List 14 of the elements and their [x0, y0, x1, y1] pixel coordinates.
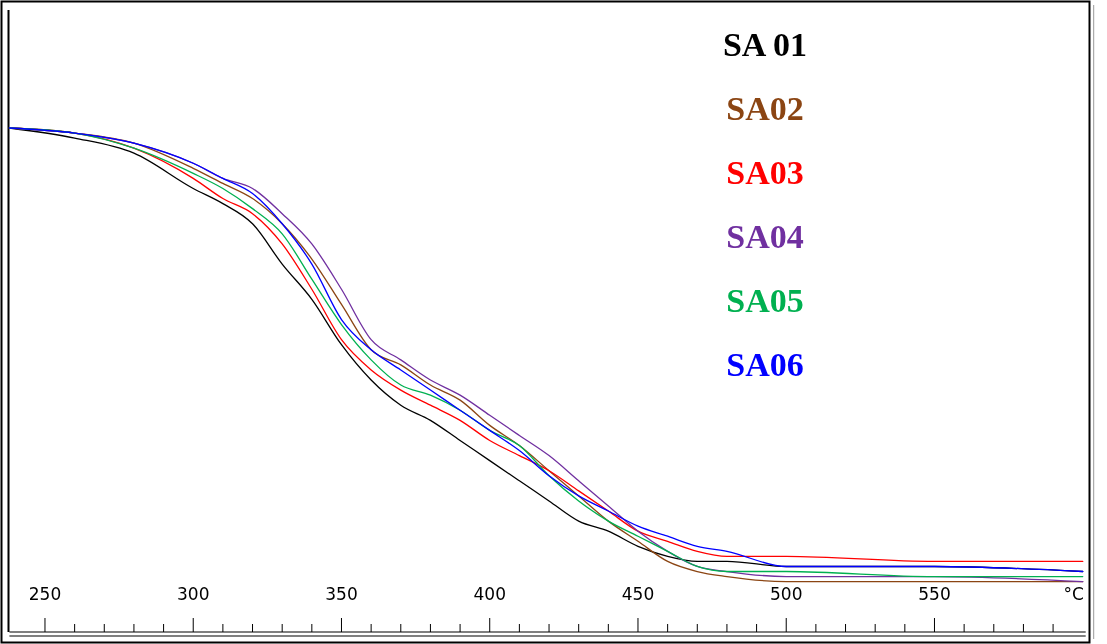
x-tick-label: 250 [28, 584, 62, 604]
x-tick-label: 350 [325, 584, 358, 604]
text: SA06 [726, 345, 804, 383]
text: SA03 [726, 153, 804, 191]
x-tick-label: 400 [473, 584, 506, 604]
text: SA02 [726, 89, 804, 127]
x-tick-label: 300 [177, 584, 210, 604]
x-axis-title: °C [1063, 584, 1084, 604]
text: SA05 [726, 281, 804, 319]
x-tick-label: 550 [918, 584, 951, 604]
text: SA04 [726, 217, 804, 255]
x-tick-label: 500 [770, 584, 803, 604]
x-tick-label: 450 [621, 584, 655, 604]
text: SA 01 [722, 25, 808, 63]
